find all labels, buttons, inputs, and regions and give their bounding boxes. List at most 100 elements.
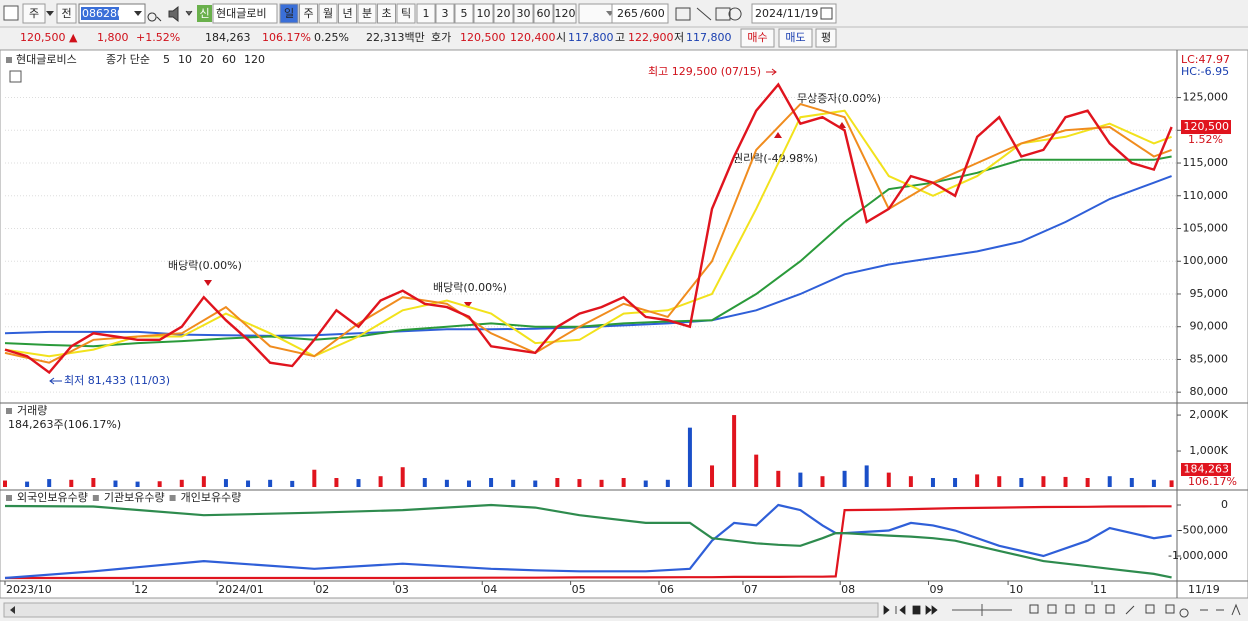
y-tick-label: 125,000 xyxy=(1183,91,1229,104)
button[interactable] xyxy=(22,3,46,24)
volume-bar xyxy=(223,479,228,487)
button[interactable] xyxy=(338,3,357,24)
button[interactable] xyxy=(357,3,377,24)
button[interactable] xyxy=(493,3,514,24)
last-value: 120,500 xyxy=(1184,120,1230,133)
volume-bar xyxy=(621,478,626,487)
scroll-track[interactable] xyxy=(3,602,879,618)
button[interactable] xyxy=(318,3,338,24)
button-label[interactable]: 30 xyxy=(517,7,531,20)
icon-box[interactable] xyxy=(9,70,22,83)
x-tick-label: 2024/01 xyxy=(218,583,264,596)
tool-icons[interactable] xyxy=(675,7,742,21)
button-label[interactable]: 년 xyxy=(342,7,352,20)
quote-open-label: 시 xyxy=(556,31,566,44)
button-label[interactable]: 초 xyxy=(381,7,391,20)
button[interactable] xyxy=(473,3,494,24)
volume-bar xyxy=(665,479,670,487)
moving-average xyxy=(4,155,1172,348)
volume-bar xyxy=(975,474,980,487)
button[interactable] xyxy=(377,3,396,24)
trade-button-label[interactable]: 평 xyxy=(821,31,831,44)
button-label[interactable]: 주 xyxy=(29,7,39,20)
button[interactable] xyxy=(553,3,577,24)
quote-turnover: 0.25% xyxy=(314,31,349,44)
volume-bar xyxy=(1063,476,1068,487)
button-label[interactable]: 1 xyxy=(423,7,430,20)
quote-change: 1,800 xyxy=(97,31,129,44)
volume-bar xyxy=(533,480,538,487)
quote-volume-ratio: 106.17% xyxy=(262,31,311,44)
legend-item[interactable]: 60 xyxy=(222,53,236,66)
calendar-icon[interactable] xyxy=(820,7,833,20)
legend-icon xyxy=(6,57,12,63)
trade-button[interactable] xyxy=(778,28,813,48)
volume-bar xyxy=(1085,478,1090,487)
button[interactable] xyxy=(454,3,474,24)
date[interactable]: 2024/11/19 xyxy=(755,7,818,20)
button[interactable] xyxy=(416,3,436,24)
badge xyxy=(197,5,212,22)
y-tick-label: 115,000 xyxy=(1183,156,1229,169)
trade-button[interactable] xyxy=(815,28,837,48)
legend-item[interactable]: 개인보유수량 xyxy=(181,491,242,504)
button-label[interactable]: 60 xyxy=(537,7,551,20)
count-box[interactable] xyxy=(611,3,669,24)
button-label[interactable]: 10 xyxy=(477,7,491,20)
button-label[interactable]: 20 xyxy=(497,7,511,20)
date-box[interactable] xyxy=(751,3,837,24)
button-label[interactable]: 틱 xyxy=(401,7,411,20)
button[interactable] xyxy=(513,3,534,24)
button-label[interactable]: 3 xyxy=(442,7,449,20)
volume-bar xyxy=(908,476,913,487)
dropdown[interactable] xyxy=(46,11,54,16)
legend-item[interactable]: 120 xyxy=(244,53,265,66)
speaker-icon[interactable] xyxy=(168,5,193,23)
volume-bar xyxy=(268,479,273,487)
button-label[interactable]: 월 xyxy=(323,7,333,20)
legend-item[interactable]: 20 xyxy=(200,53,214,66)
x-tick-label: 11 xyxy=(1093,583,1107,596)
name-box xyxy=(212,3,278,24)
count[interactable]: 265 xyxy=(617,7,638,20)
trade-button-label[interactable]: 매수 xyxy=(747,31,767,44)
legend-item[interactable]: 기관보유수량 xyxy=(104,491,165,504)
button[interactable] xyxy=(56,3,77,24)
legend-item[interactable]: 외국인보유수량 xyxy=(17,491,88,504)
volume-bar xyxy=(356,479,361,487)
window-icon[interactable] xyxy=(3,5,19,21)
button-label[interactable]: 분 xyxy=(362,7,372,20)
moving-average xyxy=(4,109,1172,358)
button-label[interactable]: 120 xyxy=(555,7,576,20)
trade-button[interactable] xyxy=(740,28,775,48)
button-label[interactable]: 주 xyxy=(303,7,313,20)
annotation-arrow xyxy=(49,377,62,385)
nav-buttons[interactable] xyxy=(883,605,938,615)
volume-bar xyxy=(246,480,251,487)
trade-button-label[interactable]: 매도 xyxy=(785,31,805,44)
button-label[interactable]: 전 xyxy=(61,7,71,20)
search-icon[interactable] xyxy=(147,12,162,22)
button-label[interactable]: 5 xyxy=(461,7,468,20)
quote-ask: 120,500 xyxy=(460,31,506,44)
button[interactable] xyxy=(299,3,318,24)
code-text[interactable]: 086280 xyxy=(82,7,124,20)
volume-bar xyxy=(25,481,30,487)
dropdown[interactable] xyxy=(134,11,142,16)
legend-item[interactable]: 5 xyxy=(163,53,170,66)
button-label[interactable]: 일 xyxy=(284,6,294,20)
holding-line xyxy=(5,505,1172,580)
legend-item[interactable]: 10 xyxy=(178,53,192,66)
button[interactable] xyxy=(279,3,299,24)
button[interactable] xyxy=(533,3,554,24)
volume-bar xyxy=(997,476,1002,487)
volume-bar xyxy=(798,472,803,487)
volume-bar xyxy=(1019,478,1024,487)
button[interactable] xyxy=(396,3,416,24)
quote-amount: 22,313백만 xyxy=(366,31,425,44)
button[interactable] xyxy=(435,3,455,24)
tool-icons[interactable] xyxy=(1029,603,1241,618)
zoom-slider[interactable] xyxy=(952,604,1012,616)
scroll-left[interactable] xyxy=(10,606,15,614)
quote-high-label: 고 xyxy=(615,31,625,44)
